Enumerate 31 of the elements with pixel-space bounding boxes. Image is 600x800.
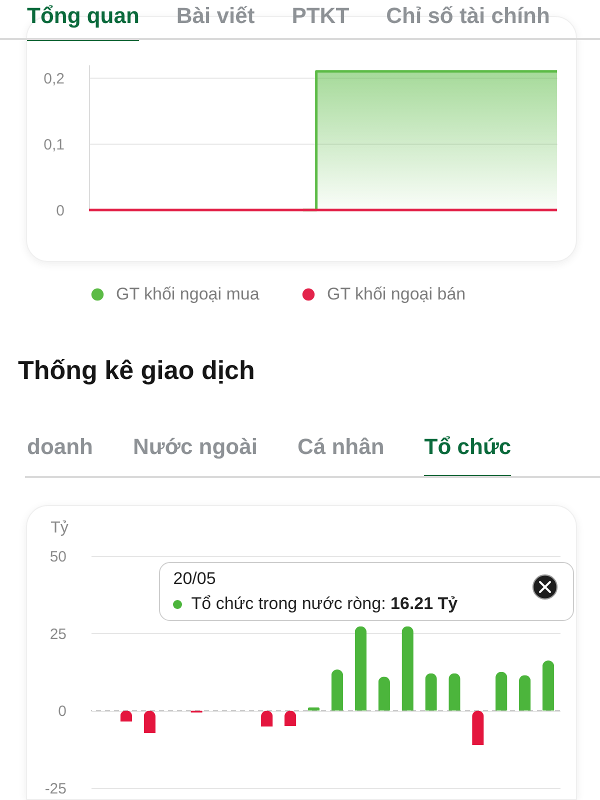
- legend-label: GT khối ngoại mua: [116, 284, 260, 304]
- y-tick-label: -25: [44, 780, 66, 798]
- tooltip-box: 20/05 Tổ chức trong nước ròng: 16.21 Tỷ: [159, 562, 574, 621]
- bar: [542, 660, 554, 711]
- chart-title: Thống kê giao dịch: [18, 355, 255, 386]
- y-tick-label: 25: [50, 626, 66, 643]
- text: Tổ chức: [424, 434, 512, 460]
- y-tick-label: 50: [50, 548, 66, 566]
- annotation: 20/05: [173, 569, 216, 589]
- bar: [518, 675, 531, 711]
- y-axis-title: Tỷ: [50, 520, 68, 536]
- y-tick-label: 0,1: [44, 136, 64, 154]
- text: Cá nhân: [297, 434, 384, 460]
- bar: [448, 673, 460, 711]
- y-tick-label: 0: [56, 202, 64, 220]
- bar: [425, 673, 437, 711]
- bar: [331, 670, 344, 711]
- text: Bài viết: [176, 3, 255, 29]
- text: PTKT: [292, 3, 350, 29]
- y-tick-label: 0: [58, 703, 66, 720]
- bar: [354, 626, 367, 711]
- y-tick-label: 0,2: [44, 70, 64, 88]
- bar: [472, 710, 484, 746]
- text: Tổng quan: [27, 3, 140, 29]
- legend-label: GT khối ngoại bán: [327, 284, 466, 304]
- annotation: Tổ chức trong nước ròng: 16.21 Tỷ: [191, 594, 458, 614]
- bar: [496, 672, 508, 711]
- text: Chỉ số tài chính: [386, 3, 550, 29]
- text: Nước ngoài: [133, 434, 258, 460]
- bar: [402, 626, 414, 711]
- text: doanh: [27, 434, 93, 460]
